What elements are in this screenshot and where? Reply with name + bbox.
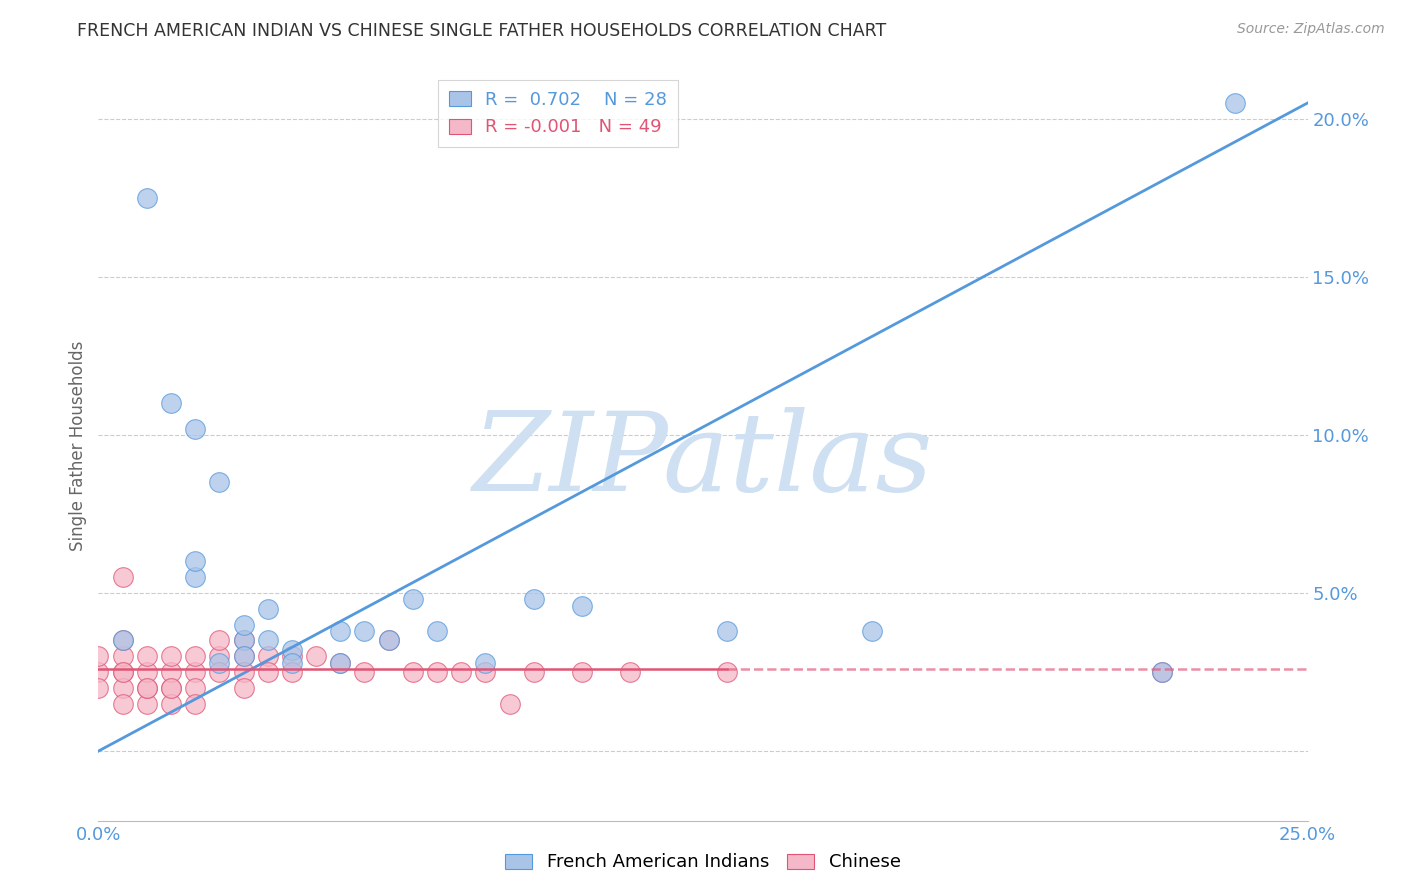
Point: [135, 697, 157, 711]
Point: [426, 624, 449, 638]
Point: [184, 554, 207, 568]
Text: Source: ZipAtlas.com: Source: ZipAtlas.com: [1237, 22, 1385, 37]
Point: [281, 643, 304, 657]
Point: [135, 665, 157, 679]
Point: [208, 665, 231, 679]
Point: [281, 665, 304, 679]
Point: [281, 649, 304, 664]
Text: ZIPatlas: ZIPatlas: [472, 408, 934, 515]
Point: [111, 633, 134, 648]
Point: [329, 624, 352, 638]
Point: [256, 649, 278, 664]
Point: [160, 697, 183, 711]
Point: [135, 681, 157, 695]
Y-axis label: Single Father Households: Single Father Households: [69, 341, 87, 551]
Point: [329, 656, 352, 670]
Point: [135, 191, 157, 205]
Point: [232, 649, 254, 664]
Point: [184, 681, 207, 695]
Point: [135, 649, 157, 664]
Point: [160, 396, 183, 410]
Point: [281, 656, 304, 670]
Point: [256, 633, 278, 648]
Point: [160, 681, 183, 695]
Point: [426, 665, 449, 679]
Point: [184, 665, 207, 679]
Point: [208, 656, 231, 670]
Point: [353, 665, 375, 679]
Point: [184, 649, 207, 664]
Point: [87, 649, 110, 664]
Point: [377, 633, 399, 648]
Point: [232, 633, 254, 648]
Point: [1223, 95, 1246, 110]
Point: [498, 697, 520, 711]
Point: [523, 665, 546, 679]
Point: [571, 599, 593, 613]
Point: [474, 656, 496, 670]
Point: [716, 665, 738, 679]
Point: [160, 649, 183, 664]
Point: [87, 665, 110, 679]
Point: [353, 624, 375, 638]
Point: [87, 681, 110, 695]
Point: [619, 665, 641, 679]
Point: [208, 649, 231, 664]
Point: [1152, 665, 1174, 679]
Point: [450, 665, 472, 679]
Point: [329, 656, 352, 670]
Point: [208, 633, 231, 648]
Point: [232, 665, 254, 679]
Point: [305, 649, 328, 664]
Point: [184, 697, 207, 711]
Point: [160, 665, 183, 679]
Point: [232, 633, 254, 648]
Legend: R =  0.702    N = 28, R = -0.001   N = 49: R = 0.702 N = 28, R = -0.001 N = 49: [439, 80, 678, 147]
Point: [232, 617, 254, 632]
Point: [860, 624, 883, 638]
Point: [474, 665, 496, 679]
Point: [111, 681, 134, 695]
Point: [402, 665, 425, 679]
Point: [208, 475, 231, 490]
Point: [523, 592, 546, 607]
Point: [1152, 665, 1174, 679]
Point: [256, 665, 278, 679]
Point: [184, 570, 207, 584]
Point: [160, 681, 183, 695]
Point: [232, 649, 254, 664]
Point: [232, 681, 254, 695]
Point: [716, 624, 738, 638]
Legend: French American Indians, Chinese: French American Indians, Chinese: [498, 847, 908, 879]
Point: [377, 633, 399, 648]
Point: [111, 697, 134, 711]
Text: FRENCH AMERICAN INDIAN VS CHINESE SINGLE FATHER HOUSEHOLDS CORRELATION CHART: FRENCH AMERICAN INDIAN VS CHINESE SINGLE…: [77, 22, 887, 40]
Point: [111, 633, 134, 648]
Point: [135, 681, 157, 695]
Point: [111, 665, 134, 679]
Point: [111, 570, 134, 584]
Point: [111, 649, 134, 664]
Point: [402, 592, 425, 607]
Point: [184, 422, 207, 436]
Point: [256, 602, 278, 616]
Point: [111, 665, 134, 679]
Point: [571, 665, 593, 679]
